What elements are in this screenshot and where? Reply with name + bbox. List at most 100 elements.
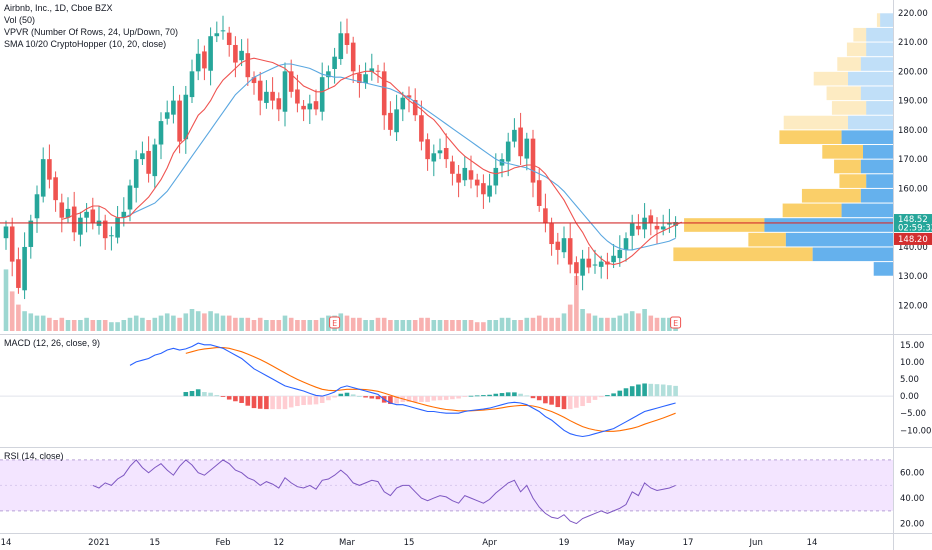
volume-bar bbox=[598, 317, 604, 331]
macd-tick-label: 0.00 bbox=[900, 392, 919, 402]
volume-bar bbox=[146, 320, 151, 331]
main-legend[interactable]: Airbnb, Inc., 1D, Cboe BZX Vol (50) VPVR… bbox=[4, 2, 178, 50]
volume-bar bbox=[667, 317, 672, 331]
candle-body bbox=[617, 249, 623, 259]
candle-body bbox=[338, 33, 344, 60]
vp-down-bar bbox=[684, 218, 765, 232]
vp-up-bar bbox=[848, 71, 893, 86]
macd-tick-label: 5.00 bbox=[900, 375, 919, 385]
legend-rsi[interactable]: RSI (14, close) bbox=[4, 451, 64, 461]
macd-histogram-bar bbox=[363, 396, 368, 398]
macd-histogram-bar bbox=[295, 396, 300, 407]
time-tick-label: 19 bbox=[559, 538, 570, 548]
candle-body bbox=[28, 220, 34, 247]
macd-histogram-bar bbox=[375, 396, 381, 400]
vp-down-bar bbox=[673, 247, 813, 262]
macd-histogram-bar bbox=[189, 391, 195, 397]
volume-bar bbox=[16, 304, 21, 331]
candle-body bbox=[536, 180, 542, 206]
volume-bar bbox=[518, 320, 523, 331]
volume-bar bbox=[567, 304, 573, 331]
time-tick-label: 15 bbox=[149, 538, 160, 548]
macd-histogram-bar bbox=[654, 384, 660, 397]
volume-bar bbox=[350, 317, 356, 331]
macd-tick-label: 15.00 bbox=[900, 341, 924, 351]
volume-bar bbox=[9, 291, 15, 331]
rsi-legend[interactable]: RSI (14, close) bbox=[4, 450, 64, 462]
macd-legend[interactable]: MACD (12, 26, close, 9) bbox=[4, 337, 100, 349]
candle-body bbox=[623, 238, 629, 250]
legend-volume[interactable]: Vol (50) bbox=[4, 15, 36, 25]
candle-body bbox=[524, 138, 530, 159]
macd-histogram-bar bbox=[561, 396, 567, 410]
macd-tick-label: −5.00 bbox=[900, 409, 926, 419]
volume-bar bbox=[381, 317, 387, 331]
legend-symbol[interactable]: Airbnb, Inc., 1D, Cboe BZX bbox=[4, 3, 113, 13]
macd-histogram-bar bbox=[474, 395, 480, 397]
time-tick-label: Apr bbox=[482, 538, 497, 548]
volume-bar bbox=[468, 320, 474, 331]
candle-body bbox=[598, 261, 604, 267]
macd-histogram-bar bbox=[524, 395, 530, 397]
candle-body bbox=[59, 202, 65, 218]
candle-body bbox=[412, 100, 418, 116]
volume-bar bbox=[654, 317, 660, 331]
volume-bar bbox=[394, 320, 399, 331]
volume-bar bbox=[22, 311, 27, 331]
macd-histogram-bar bbox=[462, 396, 468, 397]
vp-down-bar bbox=[876, 13, 881, 27]
price-tick-label: 220.00 bbox=[898, 9, 928, 19]
candle-body bbox=[586, 258, 592, 268]
macd-pane[interactable] bbox=[0, 342, 893, 438]
volume-bar bbox=[369, 320, 375, 331]
volume-bar bbox=[3, 269, 9, 331]
candle-body bbox=[437, 150, 443, 154]
legend-macd[interactable]: MACD (12, 26, close, 9) bbox=[4, 338, 101, 348]
candle-body bbox=[195, 53, 201, 72]
candle-body bbox=[226, 32, 232, 45]
last-price-label: 148.52 bbox=[898, 215, 928, 225]
candle-body bbox=[555, 241, 561, 250]
candle-body bbox=[264, 91, 269, 103]
candle-body bbox=[406, 95, 412, 98]
volume-bar bbox=[636, 313, 641, 331]
volume-bar bbox=[115, 322, 120, 331]
volume-bar bbox=[53, 320, 58, 331]
rsi-pane[interactable] bbox=[0, 459, 893, 525]
legend-vpvr[interactable]: VPVR (Number Of Rows, 24, Up/Down, 70) bbox=[4, 27, 179, 37]
candle-body bbox=[78, 217, 83, 235]
macd-histogram-bar bbox=[307, 396, 313, 405]
earnings-marker bbox=[329, 316, 341, 329]
candle-body bbox=[295, 89, 300, 104]
price-tick-label: 200.00 bbox=[898, 67, 928, 77]
volume-bar bbox=[171, 315, 176, 331]
macd-histogram-bar bbox=[388, 396, 393, 404]
volume-bar bbox=[344, 315, 350, 331]
candle-body bbox=[375, 70, 381, 72]
candle-body bbox=[140, 153, 145, 160]
vp-up-bar bbox=[866, 42, 893, 57]
candle-body bbox=[648, 215, 654, 224]
time-tick-label: 15 bbox=[404, 538, 415, 548]
candle-body bbox=[512, 129, 517, 142]
legend-sma[interactable]: SMA 10/20 CryptoHopper (10, 20, close) bbox=[4, 39, 167, 49]
macd-histogram-bar bbox=[450, 396, 455, 400]
time-tick-label: 17 bbox=[683, 538, 694, 548]
volume-bar bbox=[152, 317, 158, 331]
macd-histogram-bar bbox=[456, 396, 461, 399]
macd-histogram-bar bbox=[574, 396, 579, 408]
candle-body bbox=[400, 97, 406, 110]
volume-bar bbox=[617, 315, 623, 331]
macd-histogram-bar bbox=[499, 393, 505, 397]
macd-histogram-bar bbox=[270, 396, 275, 410]
candle-body bbox=[388, 112, 393, 130]
volume-bar bbox=[239, 317, 244, 331]
time-tick-label: 14 bbox=[807, 538, 818, 548]
volume-bar bbox=[109, 322, 114, 331]
volume-bar bbox=[78, 320, 83, 331]
candle-body bbox=[394, 109, 399, 133]
volume-bar bbox=[450, 320, 455, 331]
candle-body bbox=[183, 94, 189, 140]
macd-histogram-bar bbox=[319, 396, 325, 403]
